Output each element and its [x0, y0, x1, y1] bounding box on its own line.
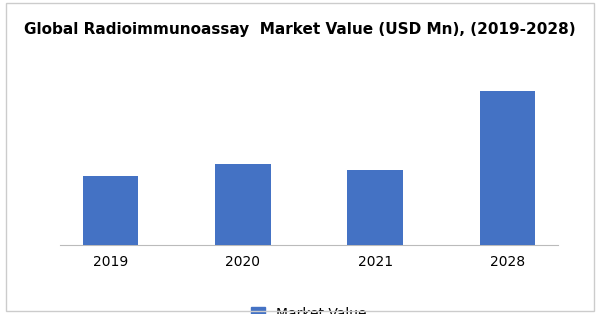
Text: Global Radioimmunoassay  Market Value (USD Mn), (2019-2028): Global Radioimmunoassay Market Value (US… — [24, 22, 576, 37]
Bar — [347, 170, 403, 245]
Bar — [480, 91, 535, 245]
Legend: Market Value: Market Value — [251, 306, 367, 314]
Bar — [83, 176, 138, 245]
Bar — [215, 164, 271, 245]
